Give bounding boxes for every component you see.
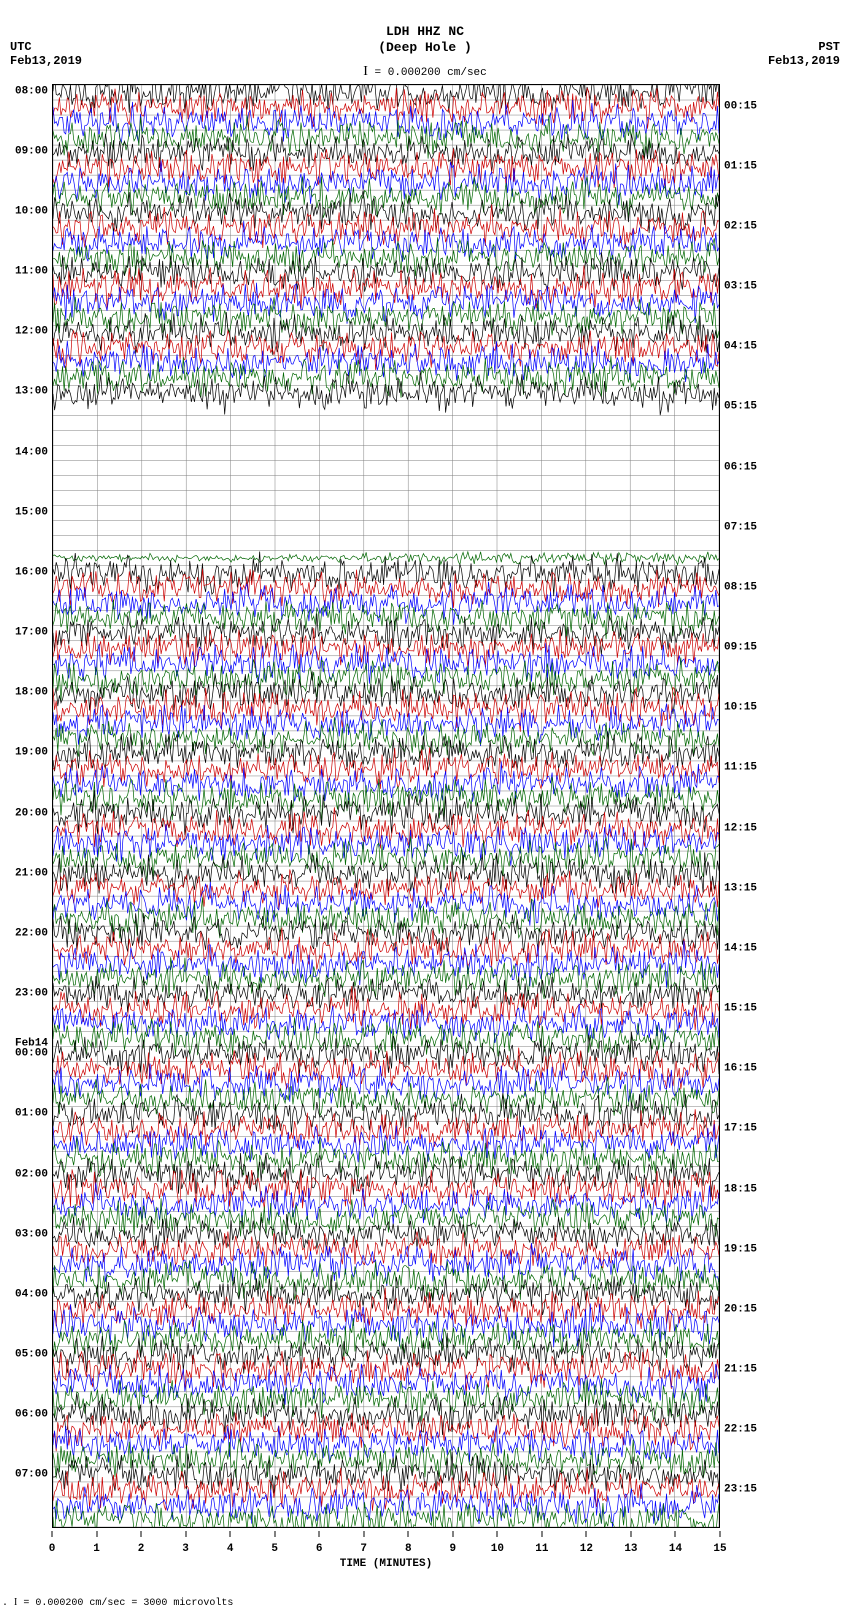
x-tick-label: 10 (491, 1543, 504, 1555)
time-label: 03:00 (15, 1229, 48, 1240)
x-tick-mark (720, 1531, 721, 1537)
x-tick-mark (52, 1531, 53, 1537)
x-tick-mark (185, 1531, 186, 1537)
x-tick-mark (96, 1531, 97, 1537)
x-tick-label: 11 (535, 1543, 548, 1555)
scale-indicator: I = 0.000200 cm/sec (0, 64, 850, 80)
time-label: 23:00 (15, 989, 48, 1000)
time-label: 15:00 (15, 507, 48, 518)
time-label: 14:15 (724, 943, 757, 954)
x-tick-mark (497, 1531, 498, 1537)
time-label: 06:15 (724, 462, 757, 473)
x-tick-mark (230, 1531, 231, 1537)
time-label: 08:15 (724, 582, 757, 593)
time-label: 02:00 (15, 1169, 48, 1180)
x-tick-label: 4 (227, 1543, 234, 1555)
time-label: 16:15 (724, 1064, 757, 1075)
x-tick-mark (452, 1531, 453, 1537)
seismogram-plot (52, 84, 720, 1528)
time-label: 11:15 (724, 763, 757, 774)
x-tick-mark (363, 1531, 364, 1537)
x-tick-label: 3 (182, 1543, 189, 1555)
x-tick-label: 8 (405, 1543, 412, 1555)
timezone-right: PST Feb13,2019 (768, 40, 840, 69)
time-label: 16:00 (15, 567, 48, 578)
time-label: 04:00 (15, 1289, 48, 1300)
time-label: 18:15 (724, 1184, 757, 1195)
x-tick-mark (630, 1531, 631, 1537)
station-name: (Deep Hole ) (0, 40, 850, 56)
time-label: 21:00 (15, 868, 48, 879)
time-label: 05:00 (15, 1350, 48, 1361)
chart-header: LDH HHZ NC (Deep Hole ) (0, 24, 850, 55)
time-label: 10:00 (15, 206, 48, 217)
x-tick-mark (675, 1531, 676, 1537)
time-label: 12:00 (15, 327, 48, 338)
x-tick-mark (408, 1531, 409, 1537)
time-label: 11:00 (15, 267, 48, 278)
x-tick-label: 5 (271, 1543, 278, 1555)
x-tick-label: 0 (49, 1543, 56, 1555)
time-label: 15:15 (724, 1004, 757, 1015)
x-tick-label: 9 (449, 1543, 456, 1555)
time-label: 00:00 (15, 1049, 48, 1060)
x-tick-mark (586, 1531, 587, 1537)
time-label: 17:15 (724, 1124, 757, 1135)
time-label: 07:15 (724, 522, 757, 533)
timezone-left: UTC Feb13,2019 (10, 40, 82, 69)
x-tick-mark (141, 1531, 142, 1537)
station-id: LDH HHZ NC (0, 24, 850, 40)
time-label: 03:15 (724, 282, 757, 293)
time-label: 01:00 (15, 1109, 48, 1120)
time-label: 06:00 (15, 1410, 48, 1421)
time-label: 10:15 (724, 703, 757, 714)
utc-time-labels: 08:00 09:00 10:00 11:00 12:00 13:00 14:00 15:00… (0, 84, 50, 1528)
time-label: 05:15 (724, 402, 757, 413)
x-tick-label: 14 (669, 1543, 682, 1555)
time-label: 13:15 (724, 883, 757, 894)
x-tick-mark (319, 1531, 320, 1537)
x-axis: TIME (MINUTES) 0123456789101112131415 (52, 1528, 720, 1568)
x-tick-label: 15 (713, 1543, 726, 1555)
time-label: 22:00 (15, 928, 48, 939)
time-label: 12:15 (724, 823, 757, 834)
x-axis-label: TIME (MINUTES) (52, 1558, 720, 1570)
time-label: 21:15 (724, 1365, 757, 1376)
time-label: 07:00 (15, 1470, 48, 1481)
time-label: 04:15 (724, 342, 757, 353)
time-label: 20:15 (724, 1304, 757, 1315)
x-tick-label: 12 (580, 1543, 593, 1555)
time-label: 14:00 (15, 447, 48, 458)
seismogram-svg (53, 85, 719, 1527)
time-label: 18:00 (15, 688, 48, 699)
time-label: 00:15 (724, 101, 757, 112)
time-label: 19:15 (724, 1244, 757, 1255)
time-label: 01:15 (724, 161, 757, 172)
time-label: 09:00 (15, 146, 48, 157)
x-tick-label: 7 (360, 1543, 367, 1555)
time-label: 20:00 (15, 808, 48, 819)
pst-time-labels: 00:15 01:15 02:15 03:15 04:15 05:15 06:15 07:15… (722, 84, 782, 1528)
x-tick-mark (541, 1531, 542, 1537)
time-label: 02:15 (724, 221, 757, 232)
x-tick-label: 6 (316, 1543, 323, 1555)
x-tick-mark (274, 1531, 275, 1537)
time-label: 23:15 (724, 1485, 757, 1496)
time-label: 09:15 (724, 643, 757, 654)
x-tick-label: 13 (624, 1543, 637, 1555)
x-tick-label: 2 (138, 1543, 145, 1555)
time-label: 22:15 (724, 1425, 757, 1436)
time-label: 19:00 (15, 748, 48, 759)
time-label: 17:00 (15, 628, 48, 639)
footer-scale: . I = 0.000200 cm/sec = 3000 microvolts (2, 1597, 233, 1609)
time-label: 13:00 (15, 387, 48, 398)
time-label: 08:00 (15, 86, 48, 97)
x-tick-label: 1 (93, 1543, 100, 1555)
